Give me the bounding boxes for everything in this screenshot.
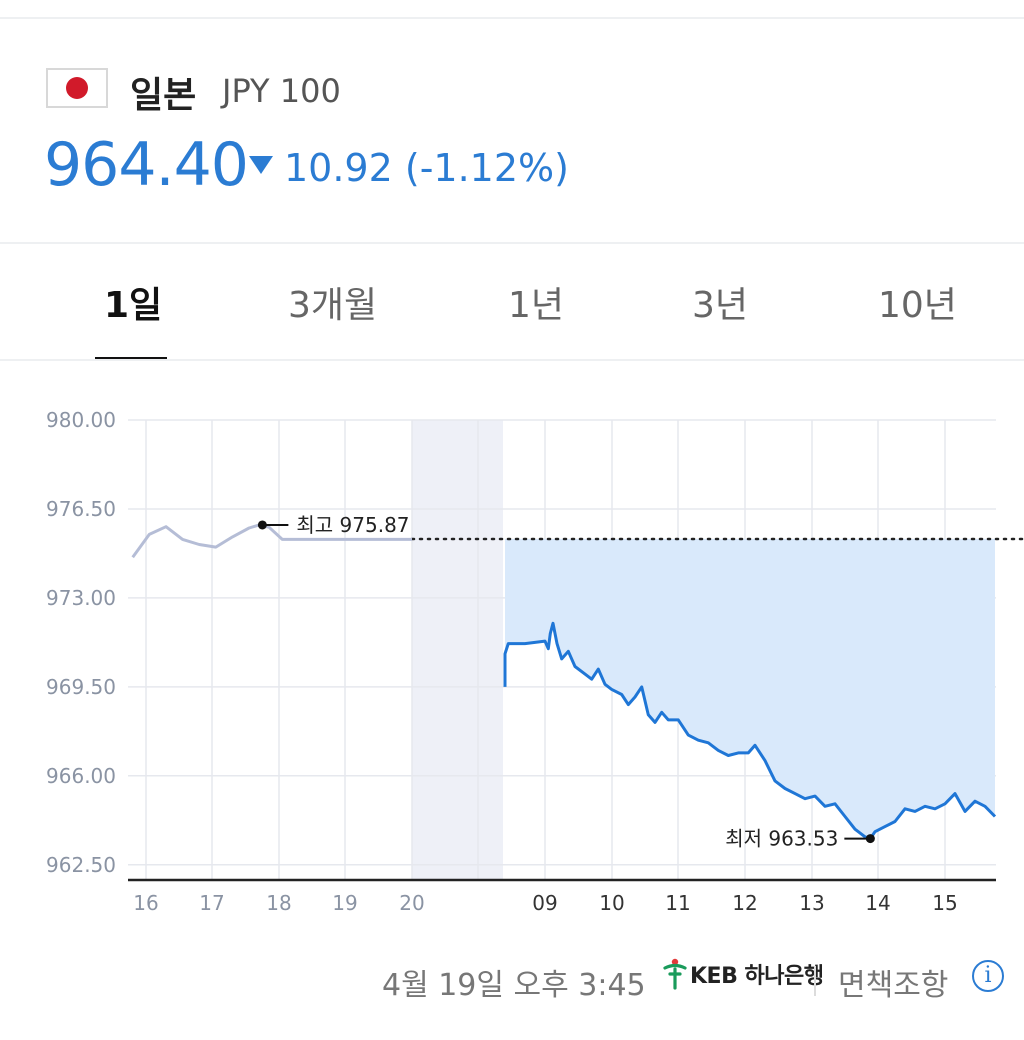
x-tick-label: 10 [599,891,624,915]
x-tick-label: 13 [799,891,824,915]
x-tick-label: 17 [199,891,224,915]
disclaimer-link[interactable]: 면책조항 [838,968,949,1003]
y-tick-label: 973.00 [46,586,116,610]
overnight-band [412,420,503,880]
bank-name: KEB 하나은행 [690,964,824,989]
x-tick-label: 09 [532,891,557,915]
tab-10-years[interactable]: 10년 [878,285,957,326]
x-tick-label: 14 [865,891,890,915]
tab-3-months[interactable]: 3개월 [288,285,378,326]
down-triangle-icon [249,156,273,174]
country-name: 일본 [130,75,197,116]
y-tick-label: 962.50 [46,853,116,877]
update-timestamp: 4월 19일 오후 3:45 [382,968,646,1003]
y-tick-label: 969.50 [46,675,116,699]
bank-symbol-icon [663,958,687,990]
x-tick-label: 12 [732,891,757,915]
today-session-line [503,621,997,841]
exchange-rate-chart: 980.00 976.50 973.00 969.50 966.00 962.50 16 17… [46,408,1024,915]
price-change: 10.92 (-1.12%) [284,146,569,190]
moon-icon [474,894,484,914]
y-tick-label: 980.00 [46,408,116,432]
tab-1-year[interactable]: 1년 [508,285,565,326]
info-icon[interactable]: i [972,960,1004,992]
tab-1-day[interactable]: 1일 [104,285,163,326]
x-tick-label: 18 [266,891,291,915]
header-divider [0,242,1024,244]
currency-code: JPY 100 [222,72,341,110]
y-tick-label: 966.00 [46,764,116,788]
x-tick-label: 20 [399,891,424,915]
japan-flag-icon [46,68,108,108]
low-label: 최저 963.53 [725,827,838,851]
x-tick-label: 11 [665,891,690,915]
high-label: 최고 975.87 [296,513,409,537]
top-divider [0,17,1024,19]
tabs-divider [0,359,1024,361]
x-tick-label: 16 [133,891,158,915]
today-area-fill [505,538,995,839]
active-tab-indicator [95,357,167,360]
tab-3-years[interactable]: 3년 [692,285,749,326]
footer-separator [814,966,816,996]
x-tick-label: 15 [932,891,957,915]
current-price: 964.40 [44,130,249,200]
bank-logo: KEB 하나은행 [662,958,824,990]
previous-session-line [131,523,412,559]
x-tick-label: 19 [332,891,357,915]
y-tick-label: 976.50 [46,497,116,521]
